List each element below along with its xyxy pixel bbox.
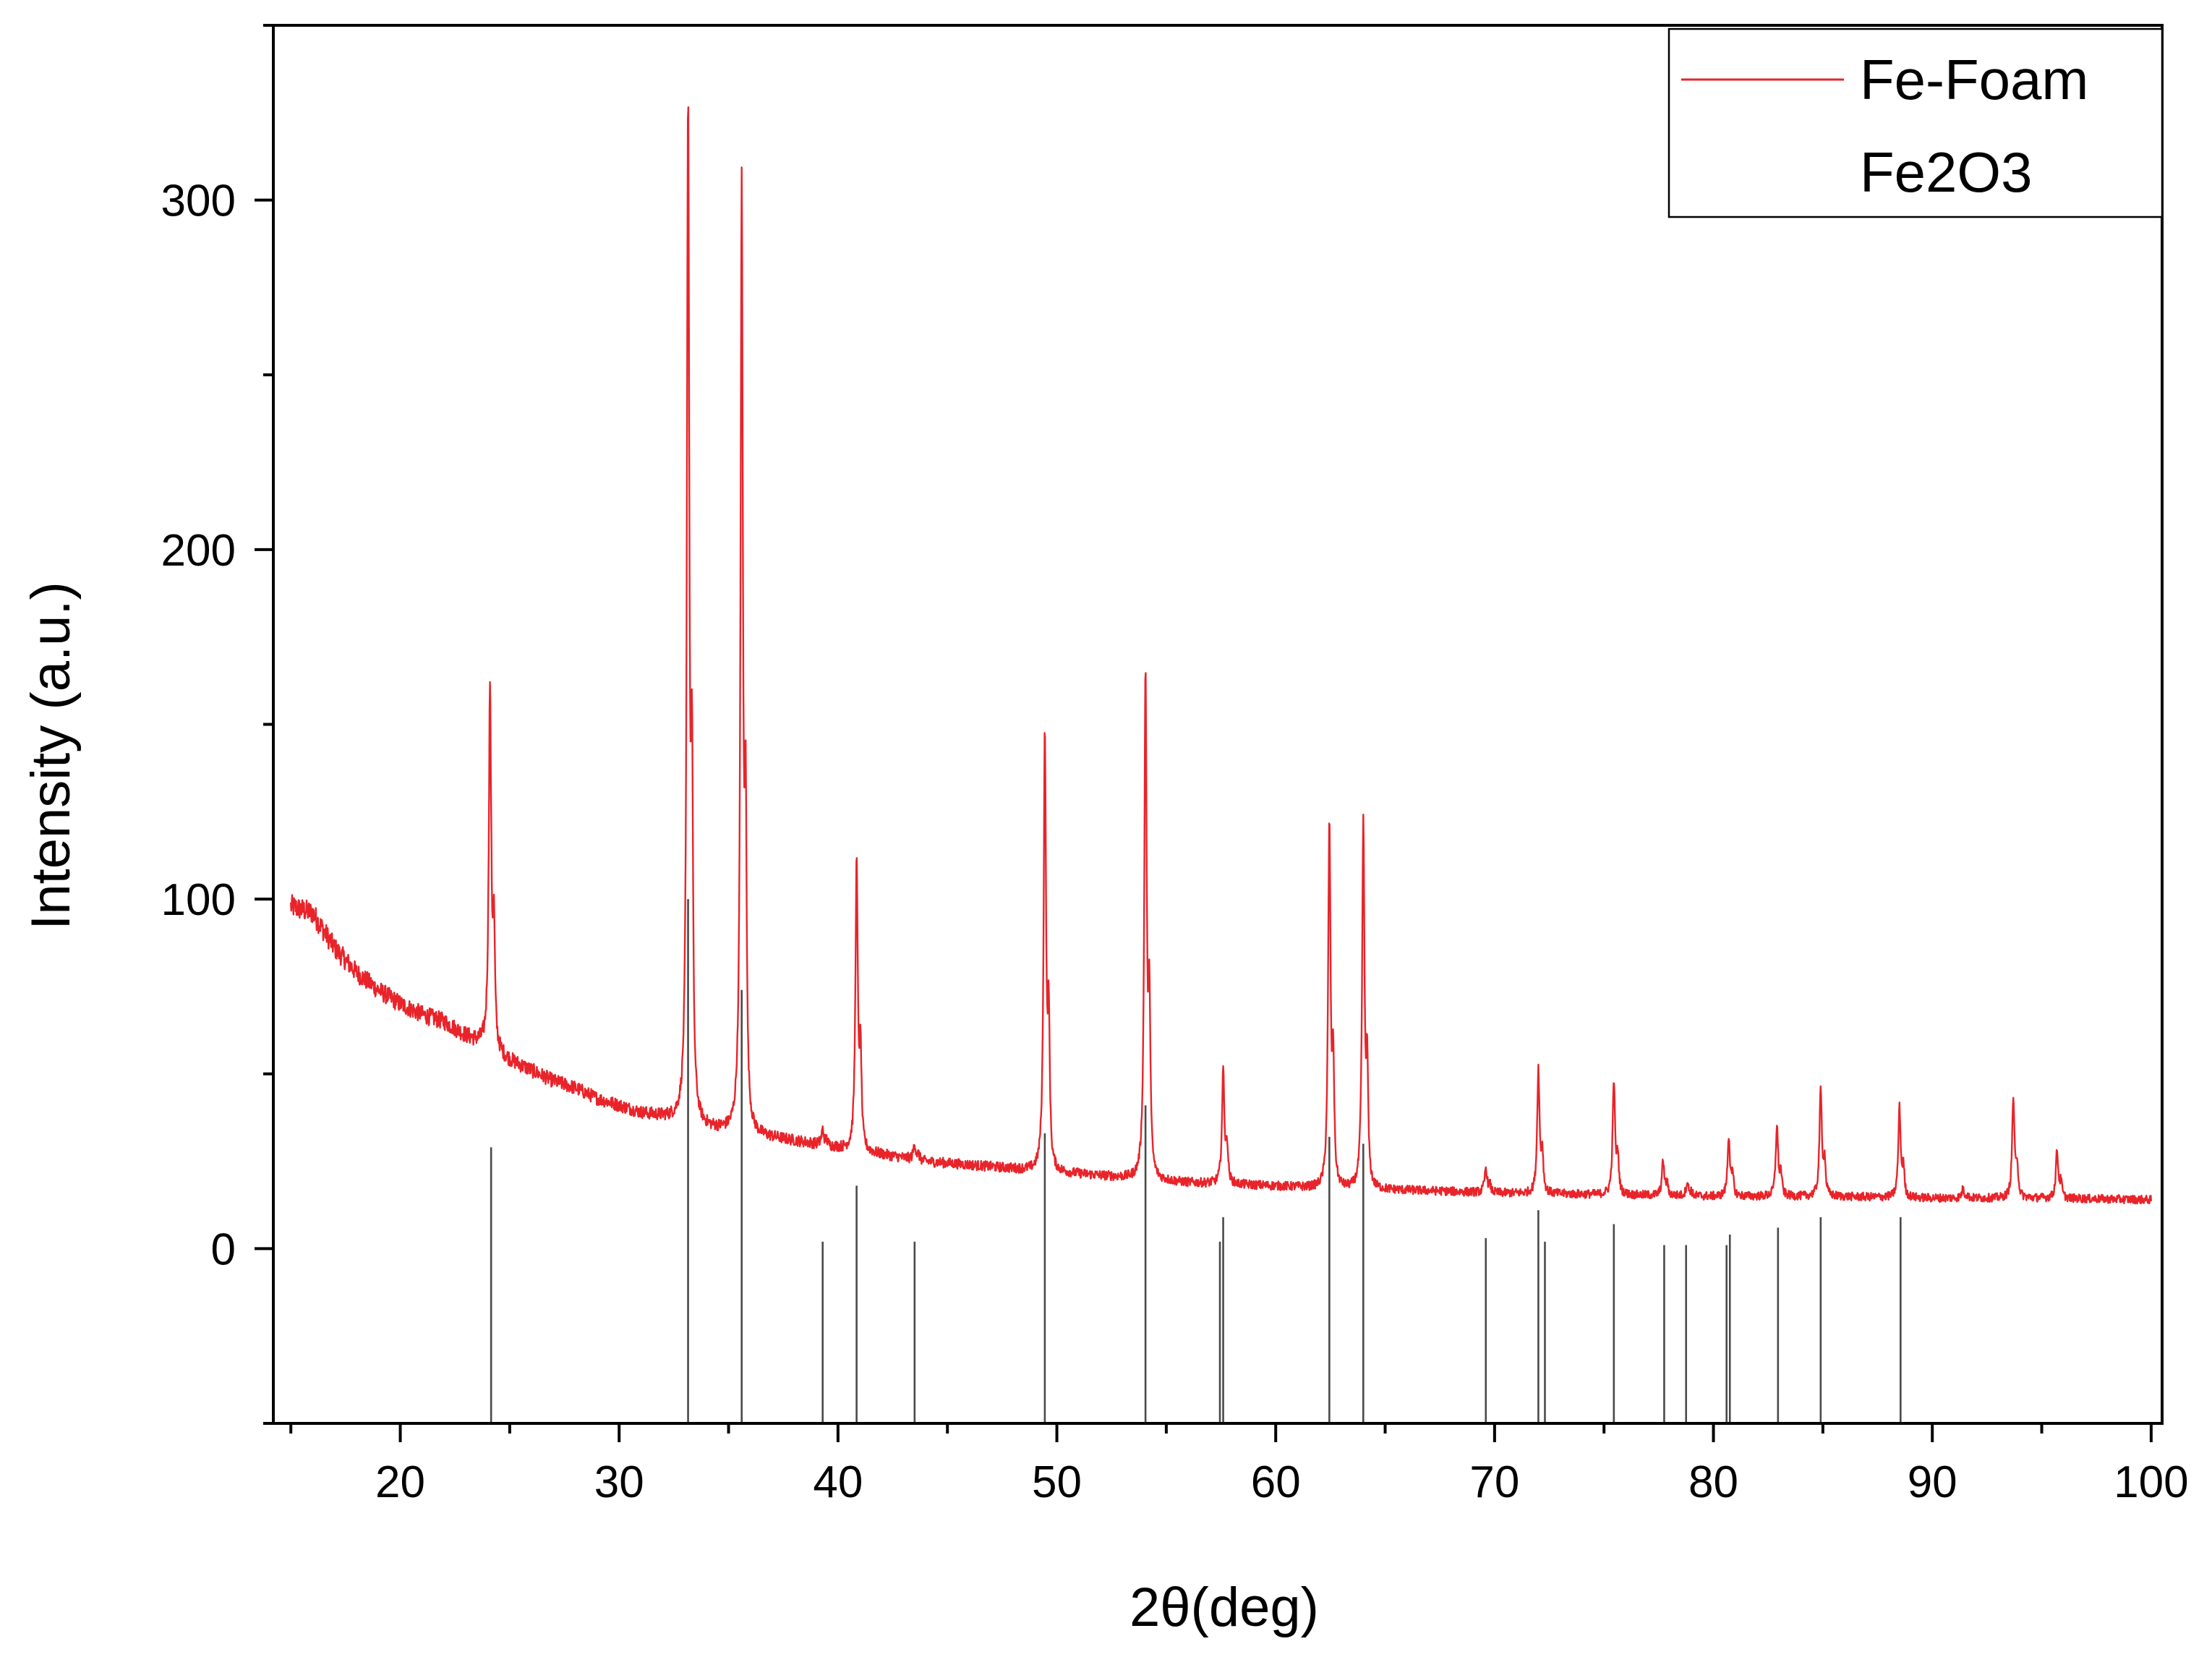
y-tick-label: 300 [161, 176, 236, 226]
y-tick-label: 100 [161, 875, 236, 925]
y-axis-ticks: 0 100 200 300 [161, 24, 273, 1425]
legend-label-fe-foam: Fe-Foam [1860, 48, 2088, 111]
x-tick-label: 40 [813, 1457, 863, 1507]
x-tick-label: 70 [1469, 1457, 1519, 1507]
legend-box [1667, 27, 2164, 218]
fe2o3-reference-sticks [490, 899, 1902, 1423]
x-tick-label: 90 [1908, 1457, 1957, 1507]
y-tick-label: 200 [161, 526, 236, 576]
x-tick-label: 100 [2114, 1457, 2188, 1507]
x-axis-ticks: 20 30 40 50 60 70 80 90 100 [289, 1423, 2189, 1507]
y-tick-label: 0 [211, 1224, 236, 1274]
x-axis-title: 2θ(deg) [1130, 1577, 1319, 1638]
x-tick-label: 50 [1032, 1457, 1082, 1507]
legend: Fe-Foam Fe2O3 [1667, 27, 2164, 218]
x-tick-label: 80 [1688, 1457, 1738, 1507]
y-axis-title: Intensity (a.u.) [20, 582, 82, 930]
plot-frame [272, 24, 2164, 1425]
fe-foam-series-line [290, 106, 2153, 1205]
x-tick-label: 30 [594, 1457, 644, 1507]
x-tick-label: 20 [375, 1457, 425, 1507]
legend-label-fe2o3: Fe2O3 [1860, 140, 2032, 204]
x-tick-label: 60 [1251, 1457, 1301, 1507]
